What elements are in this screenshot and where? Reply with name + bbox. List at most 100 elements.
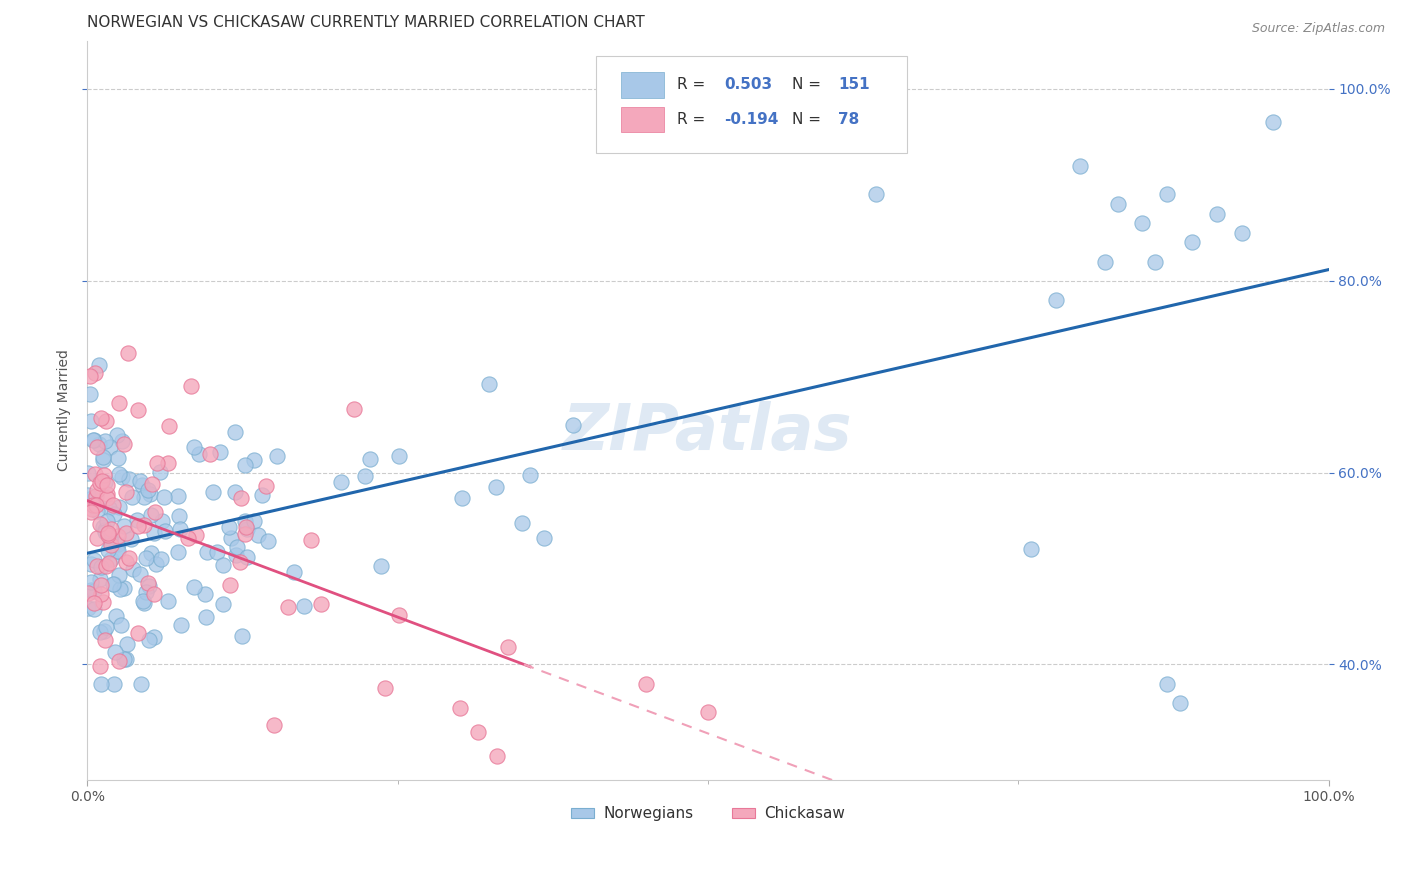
Point	[150, 514, 173, 528]
Point	[153, 524, 176, 538]
Point	[80, 505, 103, 519]
Point	[114, 484, 136, 499]
Point	[292, 599, 315, 614]
Point	[145, 557, 167, 571]
FancyBboxPatch shape	[596, 55, 907, 153]
Point	[89, 516, 111, 531]
FancyBboxPatch shape	[621, 72, 665, 98]
Point	[343, 401, 366, 416]
Point	[1094, 254, 1116, 268]
Point	[218, 578, 240, 592]
Point	[135, 584, 157, 599]
Point	[478, 376, 501, 391]
Point	[83, 583, 105, 598]
Point	[149, 465, 172, 479]
Point	[100, 538, 122, 552]
Point	[94, 434, 117, 449]
Point	[94, 524, 117, 538]
Point	[83, 601, 105, 615]
Point	[86, 531, 108, 545]
Point	[101, 577, 124, 591]
Point	[247, 527, 270, 541]
Point	[330, 475, 353, 489]
Point	[79, 582, 101, 597]
Point	[1168, 696, 1191, 710]
Point	[90, 587, 112, 601]
Point	[104, 645, 127, 659]
Point	[127, 626, 149, 640]
Point	[170, 618, 193, 632]
Point	[105, 428, 128, 442]
Point	[1206, 206, 1229, 220]
Point	[139, 487, 162, 501]
Point	[107, 528, 129, 542]
Point	[184, 527, 207, 541]
Point	[225, 548, 247, 562]
Text: ZIPatlas: ZIPatlas	[564, 401, 852, 464]
Point	[235, 514, 257, 528]
Point	[224, 425, 246, 439]
Point	[229, 556, 252, 570]
Point	[100, 552, 122, 566]
Point	[120, 532, 142, 546]
Point	[309, 597, 332, 611]
Point	[141, 508, 163, 522]
Point	[233, 458, 256, 472]
Point	[169, 522, 191, 536]
Point	[86, 558, 108, 573]
Point	[1069, 159, 1091, 173]
Point	[107, 396, 129, 410]
Point	[212, 597, 235, 611]
Point	[200, 447, 222, 461]
Point	[100, 522, 122, 536]
Point	[134, 490, 156, 504]
Point	[484, 480, 506, 494]
Point	[1107, 197, 1129, 211]
Point	[510, 516, 533, 530]
Point	[236, 522, 259, 536]
Point	[91, 595, 114, 609]
Point	[233, 527, 256, 541]
Text: 151: 151	[838, 77, 870, 92]
Point	[138, 578, 160, 592]
Point	[108, 568, 131, 582]
Point	[485, 748, 508, 763]
Point	[80, 558, 103, 572]
Point	[205, 545, 228, 559]
Point	[254, 478, 277, 492]
Point	[91, 450, 114, 465]
Point	[112, 652, 135, 666]
Point	[98, 532, 121, 546]
Point	[136, 575, 159, 590]
Point	[77, 488, 100, 502]
Point	[80, 413, 103, 427]
Point	[449, 700, 471, 714]
Point	[86, 489, 108, 503]
Point	[84, 498, 107, 512]
Point	[496, 640, 519, 654]
Point	[1143, 254, 1166, 268]
Point	[118, 551, 141, 566]
Point	[110, 470, 132, 484]
Text: NORWEGIAN VS CHICKASAW CURRENTLY MARRIED CORRELATION CHART: NORWEGIAN VS CHICKASAW CURRENTLY MARRIED…	[87, 15, 645, 30]
Point	[114, 555, 136, 569]
Point	[145, 505, 167, 519]
Point	[112, 437, 135, 451]
Point	[467, 724, 489, 739]
Point	[242, 453, 264, 467]
Point	[94, 558, 117, 573]
Point	[108, 467, 131, 481]
Point	[91, 520, 114, 534]
Point	[562, 417, 585, 432]
Point	[77, 466, 100, 480]
Point	[97, 543, 120, 558]
Point	[195, 610, 218, 624]
Point	[157, 456, 180, 470]
Point	[87, 436, 110, 450]
Point	[91, 453, 114, 467]
Point	[93, 624, 115, 638]
Text: Source: ZipAtlas.com: Source: ZipAtlas.com	[1251, 22, 1385, 36]
Point	[121, 561, 143, 575]
Point	[96, 487, 118, 501]
Point	[187, 447, 209, 461]
